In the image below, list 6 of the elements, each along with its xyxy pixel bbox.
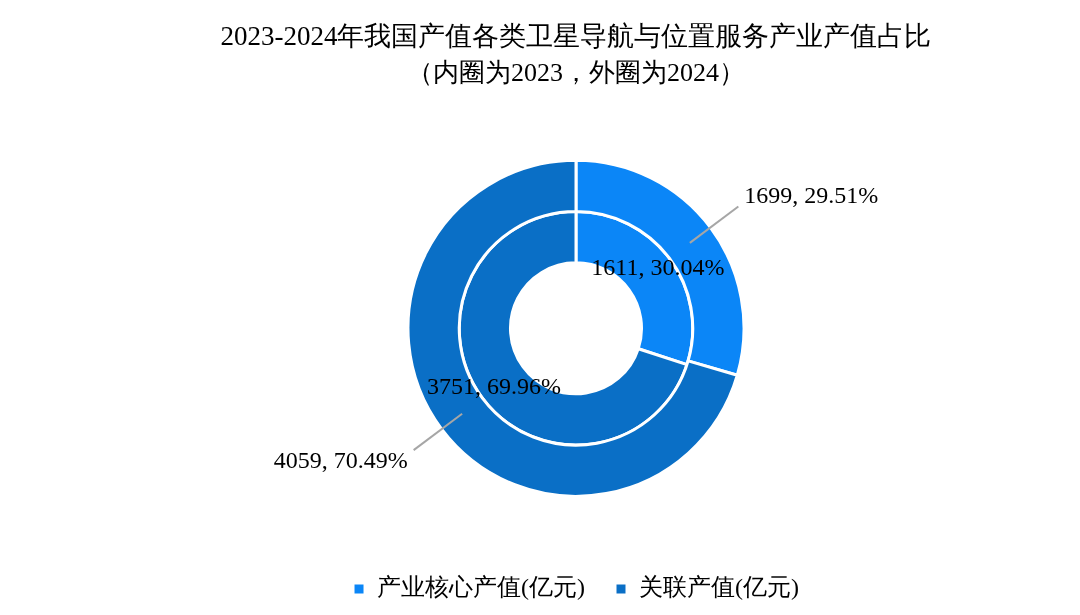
chart-subtitle: （内圈为2023，外圈为2024） <box>407 57 745 87</box>
legend-label: 关联产值(亿元) <box>639 574 799 601</box>
data-label: 1699, 29.51% <box>744 181 879 208</box>
legend-label: 产业核心产值(亿元) <box>377 574 585 601</box>
data-label: 4059, 70.49% <box>273 447 408 474</box>
chart-title: 2023-2024年我国产值各类卫星导航与位置服务产业产值占比 <box>220 21 932 52</box>
